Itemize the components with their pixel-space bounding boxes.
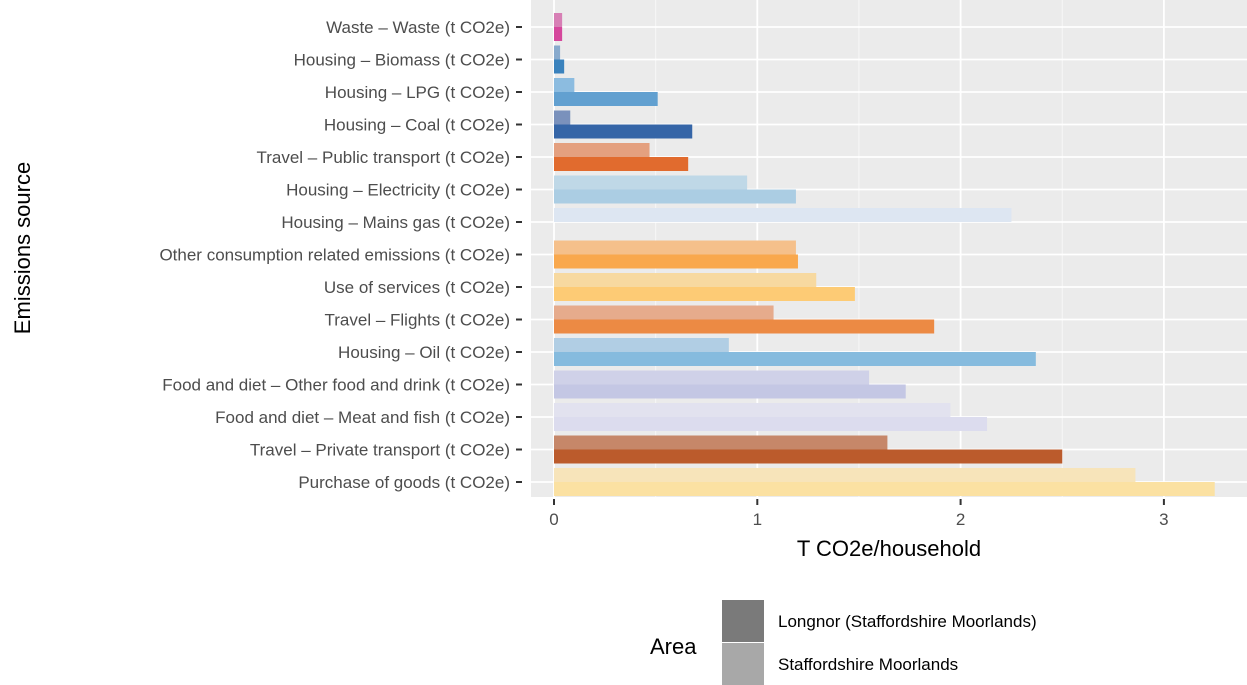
y-axis-title: Emissions source <box>10 162 35 334</box>
bar-longnor <box>554 384 906 399</box>
x-tick-label: 2 <box>956 510 965 529</box>
bar-staffordshire-moorlands <box>554 305 774 320</box>
x-tick-label: 3 <box>1159 510 1168 529</box>
legend: Area Longnor (Staffordshire Moorlands) S… <box>650 600 1037 685</box>
bar-staffordshire-moorlands <box>554 370 870 385</box>
bar-staffordshire-moorlands <box>554 13 563 27</box>
y-tick-label: Use of services (t CO2e) <box>324 278 510 297</box>
y-tick-label: Waste – Waste (t CO2e) <box>326 18 510 37</box>
bar-staffordshire-moorlands <box>554 403 951 417</box>
legend-key-longnor <box>722 600 764 642</box>
bar-longnor <box>554 157 689 171</box>
y-tick-label: Housing – Electricity (t CO2e) <box>286 181 510 200</box>
y-tick-label: Housing – Mains gas (t CO2e) <box>281 213 510 232</box>
bar-longnor <box>554 189 796 204</box>
x-tick-label: 0 <box>549 510 558 529</box>
bar-staffordshire-moorlands <box>554 45 561 60</box>
bars <box>554 13 1215 496</box>
y-tick-label: Other consumption related emissions (t C… <box>159 246 510 265</box>
y-tick-label: Housing – Oil (t CO2e) <box>338 343 510 362</box>
legend-label-staffordshire-moorlands: Staffordshire Moorlands <box>778 655 958 674</box>
bar-staffordshire-moorlands <box>554 468 1136 482</box>
bar-longnor <box>554 319 935 334</box>
y-tick-label: Housing – LPG (t CO2e) <box>325 83 510 102</box>
y-axis: Waste – Waste (t CO2e) Housing – Biomass … <box>159 18 522 492</box>
bar-longnor <box>554 287 855 301</box>
y-tick-label: Purchase of goods (t CO2e) <box>298 473 510 492</box>
x-axis-title: T CO2e/household <box>797 536 981 561</box>
legend-label-longnor: Longnor (Staffordshire Moorlands) <box>778 612 1037 631</box>
y-tick-label: Travel – Flights (t CO2e) <box>325 311 510 330</box>
bar-staffordshire-moorlands <box>554 435 888 450</box>
bar-longnor <box>554 124 693 139</box>
bar-longnor <box>554 59 565 74</box>
bar-staffordshire-moorlands <box>554 240 796 255</box>
bar-staffordshire-moorlands <box>554 175 748 190</box>
bar-longnor <box>554 482 1215 496</box>
bar-longnor <box>554 27 563 41</box>
y-tick-label: Housing – Biomass (t CO2e) <box>294 51 510 70</box>
bar-staffordshire-moorlands <box>554 338 729 352</box>
bar-longnor <box>554 92 658 106</box>
bar-longnor <box>554 417 988 431</box>
x-axis: 0 1 2 3 <box>549 499 1169 529</box>
y-tick-label: Food and diet – Other food and drink (t … <box>162 376 510 395</box>
bar-staffordshire-moorlands <box>554 78 575 92</box>
bar-longnor <box>554 254 798 269</box>
y-tick-label: Travel – Public transport (t CO2e) <box>256 148 510 167</box>
bar-staffordshire-moorlands <box>554 208 1012 222</box>
x-tick-label: 1 <box>753 510 762 529</box>
bar-longnor <box>554 449 1063 464</box>
y-tick-label: Travel – Private transport (t CO2e) <box>250 441 510 460</box>
bar-staffordshire-moorlands <box>554 143 650 157</box>
bar-staffordshire-moorlands <box>554 110 571 125</box>
bar-staffordshire-moorlands <box>554 273 817 287</box>
y-tick-label: Housing – Coal (t CO2e) <box>324 116 510 135</box>
bar-longnor <box>554 352 1036 366</box>
legend-title: Area <box>650 634 697 659</box>
legend-key-staffordshire-moorlands <box>722 643 764 685</box>
y-tick-label: Food and diet – Meat and fish (t CO2e) <box>215 408 510 427</box>
